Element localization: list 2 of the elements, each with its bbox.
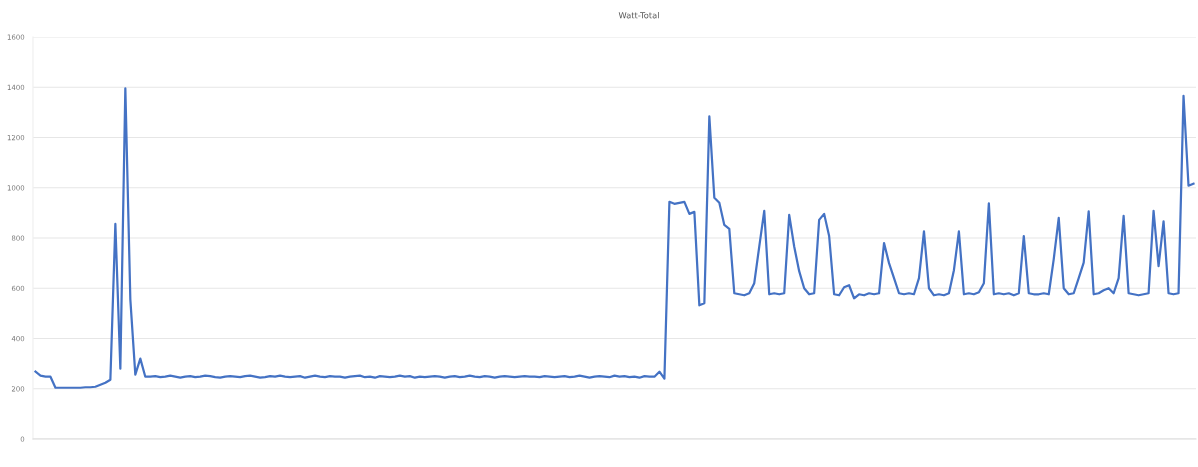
chart-title: Watt-Total [618, 11, 659, 19]
line-series [34, 87, 1195, 389]
